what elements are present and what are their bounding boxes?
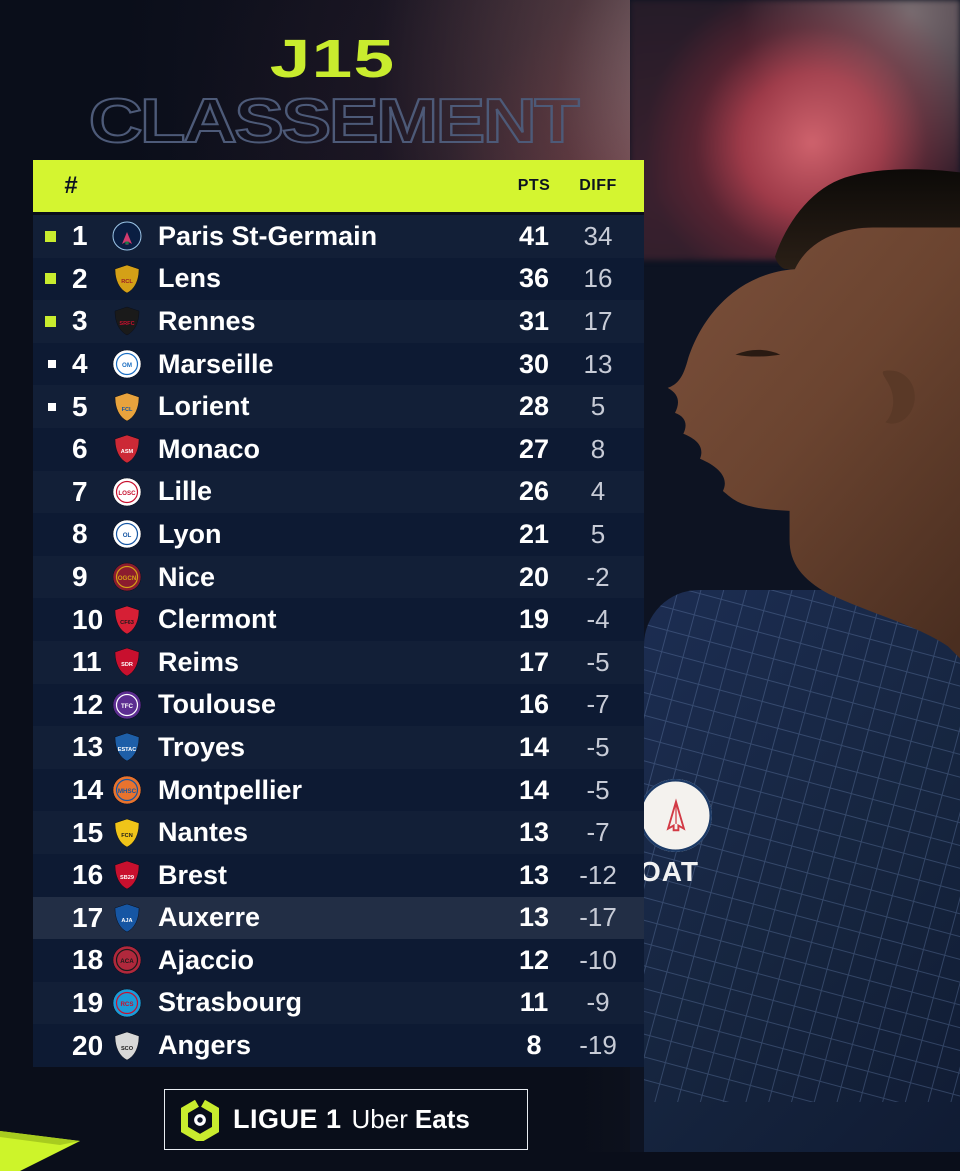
svg-text:SRFC: SRFC	[119, 321, 134, 327]
svg-text:RCL: RCL	[121, 279, 133, 285]
svg-text:MHSC: MHSC	[118, 788, 137, 795]
svg-text:RCS: RCS	[120, 1001, 133, 1008]
svg-text:OM: OM	[122, 362, 132, 369]
svg-text:SB29: SB29	[120, 875, 134, 881]
svg-text:SDR: SDR	[121, 662, 133, 668]
svg-text:LOSC: LOSC	[118, 490, 136, 497]
svg-text:ESTAC: ESTAC	[118, 747, 137, 753]
svg-text:ACA: ACA	[120, 958, 134, 965]
svg-text:ASM: ASM	[121, 449, 134, 455]
svg-text:OGCN: OGCN	[118, 575, 137, 582]
svg-text:TFC: TFC	[121, 703, 134, 710]
svg-text:CF63: CF63	[120, 620, 134, 626]
svg-text:SCO: SCO	[121, 1046, 134, 1052]
svg-text:OL: OL	[123, 532, 132, 539]
svg-text:FCN: FCN	[121, 833, 133, 839]
svg-text:FCL: FCL	[122, 407, 133, 413]
svg-text:AJA: AJA	[121, 918, 132, 924]
